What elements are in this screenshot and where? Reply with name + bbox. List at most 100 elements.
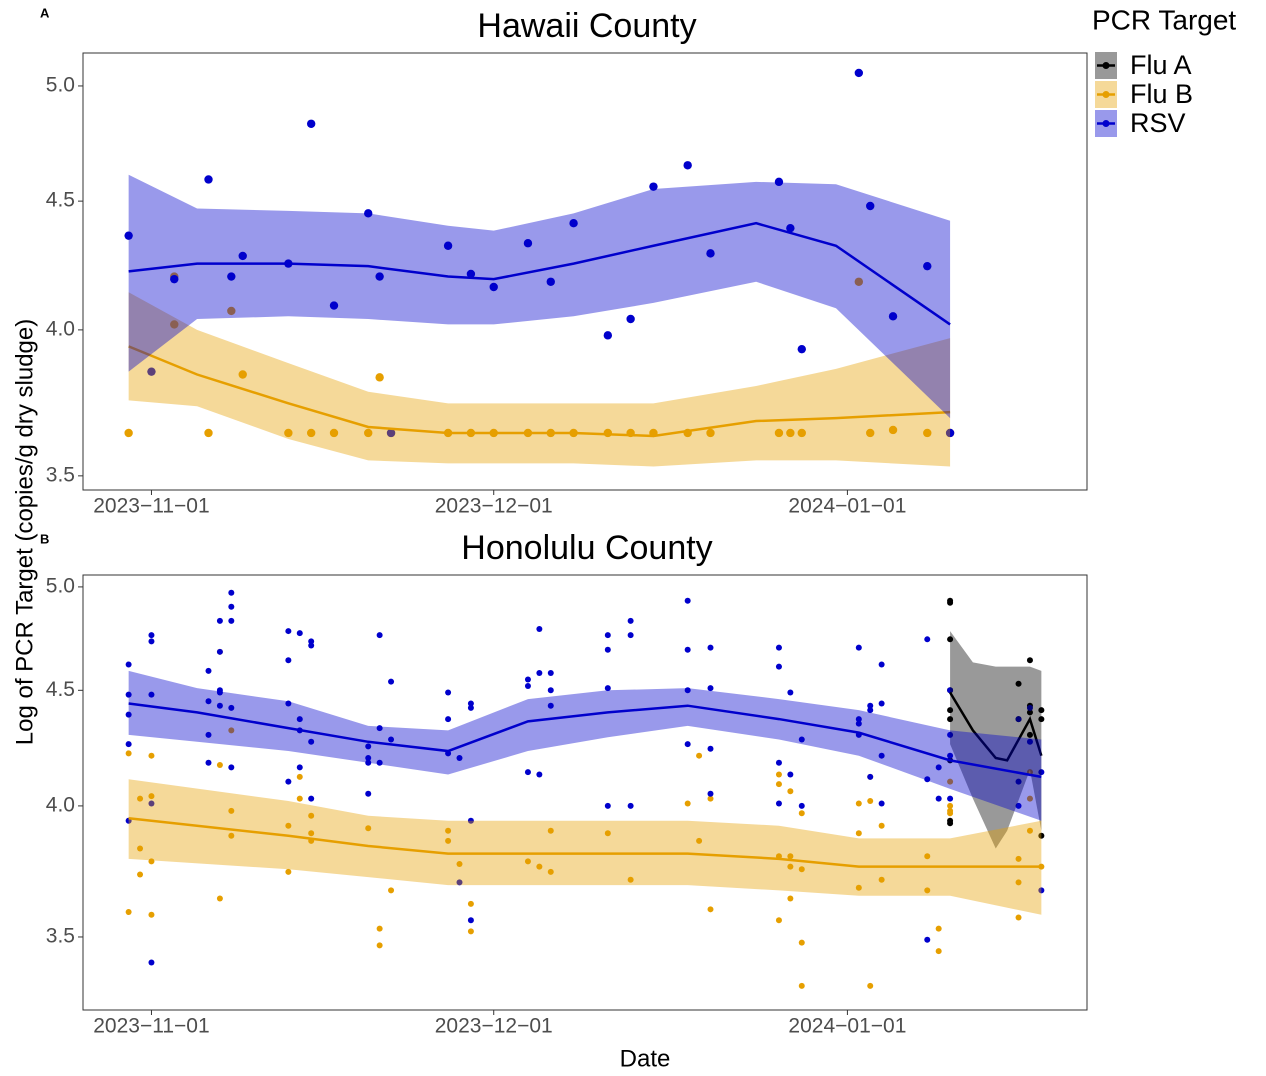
data-point — [627, 617, 634, 624]
data-point — [148, 793, 155, 800]
data-point — [148, 632, 155, 639]
data-point — [443, 241, 453, 250]
confidence-band — [128, 174, 951, 419]
data-point — [308, 830, 315, 837]
data-point — [878, 876, 885, 883]
data-point — [923, 428, 932, 438]
data-point — [296, 773, 303, 780]
data-point — [684, 597, 691, 604]
data-point — [445, 716, 452, 723]
data-point — [787, 788, 794, 795]
x-tick-label: 2023−12−01 — [435, 495, 553, 518]
legend-label: Flu B — [1130, 79, 1193, 109]
data-point — [774, 177, 784, 187]
data-point — [775, 800, 782, 807]
data-point — [604, 802, 611, 809]
data-point — [774, 428, 784, 438]
data-point — [604, 830, 611, 837]
data-point — [1026, 827, 1033, 834]
data-point — [170, 320, 179, 329]
data-point — [524, 682, 531, 689]
data-point — [228, 807, 235, 814]
data-point — [228, 603, 235, 610]
legend-label: Flu A — [1130, 50, 1192, 80]
data-point — [923, 261, 932, 271]
y-axis-label: Log of PCR Target (copies/g dry sludge) — [11, 319, 38, 745]
panel-border — [82, 52, 1088, 491]
data-point — [855, 884, 862, 891]
data-point — [148, 800, 155, 807]
data-point — [137, 795, 144, 802]
data-point — [376, 725, 383, 732]
data-point — [867, 773, 874, 780]
data-point — [148, 959, 155, 966]
data-point — [947, 802, 954, 809]
data-point — [775, 781, 782, 788]
data-point — [627, 802, 634, 809]
data-point — [216, 617, 223, 624]
confidence-band — [128, 670, 1042, 821]
data-point — [467, 817, 474, 824]
data-point — [467, 700, 474, 707]
y-tick-label: 4.0 — [46, 793, 75, 816]
data-point — [1015, 879, 1022, 886]
data-point — [878, 752, 885, 759]
data-point — [467, 917, 474, 924]
data-point — [947, 820, 954, 827]
data-point — [547, 702, 554, 709]
data-point — [285, 700, 292, 707]
data-point — [1015, 855, 1022, 862]
data-point — [216, 702, 223, 709]
y-tick-label: 4.0 — [46, 317, 75, 340]
data-point — [456, 879, 463, 886]
data-point — [684, 646, 691, 653]
chart-title: Honolulu County — [461, 529, 712, 567]
data-point — [935, 925, 942, 932]
data-point — [170, 274, 179, 284]
data-point — [546, 277, 555, 286]
data-point — [228, 589, 235, 596]
data-point — [878, 661, 885, 668]
x-tick-label: 2024−01−01 — [788, 1015, 906, 1038]
data-point — [216, 689, 223, 696]
data-point — [365, 759, 372, 766]
data-point — [364, 209, 373, 218]
data-point — [855, 830, 862, 837]
data-point — [924, 936, 931, 943]
smooth-line — [128, 702, 1042, 779]
data-point — [365, 755, 372, 762]
data-point — [924, 776, 931, 783]
data-point — [1038, 716, 1045, 723]
data-point — [947, 707, 954, 714]
data-point — [376, 632, 383, 639]
data-point — [536, 626, 543, 633]
data-point — [775, 644, 782, 651]
data-point — [523, 239, 533, 248]
data-point — [707, 685, 714, 692]
data-point — [866, 428, 875, 438]
data-point — [935, 795, 942, 802]
data-point — [878, 700, 885, 707]
data-point — [924, 887, 931, 894]
data-point — [1015, 680, 1022, 687]
data-point — [947, 810, 954, 817]
data-point — [603, 331, 613, 340]
data-point — [137, 871, 144, 878]
data-point — [854, 277, 864, 286]
data-point — [947, 731, 954, 738]
data-point — [867, 982, 874, 989]
data-point — [285, 657, 292, 664]
data-point — [649, 182, 658, 191]
data-point — [867, 702, 874, 709]
data-point — [148, 858, 155, 865]
data-point — [924, 853, 931, 860]
data-point — [148, 691, 155, 698]
data-point — [707, 795, 714, 802]
data-point — [296, 795, 303, 802]
data-point — [935, 764, 942, 771]
data-point — [524, 769, 531, 776]
data-point — [329, 301, 339, 310]
data-point — [888, 312, 898, 321]
data-point — [775, 771, 782, 778]
